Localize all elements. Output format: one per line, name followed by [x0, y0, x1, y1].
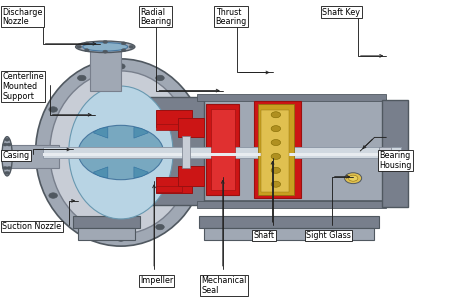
Wedge shape — [78, 147, 95, 158]
Ellipse shape — [82, 43, 128, 51]
Bar — [197, 100, 386, 201]
Circle shape — [155, 224, 164, 230]
Ellipse shape — [36, 59, 206, 246]
Circle shape — [5, 172, 9, 175]
Text: Impeller: Impeller — [140, 276, 173, 285]
Circle shape — [271, 126, 281, 132]
Circle shape — [271, 140, 281, 146]
Circle shape — [78, 125, 164, 180]
Circle shape — [84, 42, 89, 45]
Bar — [147, 97, 204, 205]
Bar — [73, 216, 140, 228]
Ellipse shape — [50, 71, 192, 234]
Bar — [43, 147, 401, 158]
Bar — [206, 104, 239, 195]
Circle shape — [5, 138, 9, 141]
Text: Thrust
Bearing: Thrust Bearing — [216, 8, 247, 26]
Text: Suction Nozzle: Suction Nozzle — [2, 222, 62, 231]
Circle shape — [271, 181, 281, 187]
Circle shape — [49, 107, 57, 112]
Wedge shape — [134, 127, 148, 138]
Wedge shape — [147, 147, 164, 158]
Circle shape — [103, 40, 108, 43]
Circle shape — [121, 42, 126, 45]
Circle shape — [184, 193, 193, 198]
Circle shape — [38, 150, 47, 155]
Circle shape — [195, 150, 203, 155]
Bar — [43, 153, 401, 156]
Bar — [197, 201, 386, 208]
Ellipse shape — [75, 41, 135, 53]
Circle shape — [2, 155, 7, 158]
Circle shape — [7, 166, 11, 169]
Circle shape — [77, 224, 86, 230]
Bar — [178, 118, 204, 137]
Bar — [258, 104, 294, 195]
Bar — [211, 109, 235, 190]
Circle shape — [117, 64, 125, 69]
Bar — [379, 147, 391, 152]
Text: Discharge
Nozzle: Discharge Nozzle — [2, 8, 43, 26]
Circle shape — [184, 107, 193, 112]
Circle shape — [84, 49, 89, 52]
Text: Sight Glass: Sight Glass — [306, 231, 351, 240]
Bar — [90, 51, 121, 91]
Ellipse shape — [2, 137, 12, 176]
Bar — [382, 100, 408, 207]
Bar — [261, 110, 289, 192]
Circle shape — [117, 236, 125, 241]
Wedge shape — [93, 127, 108, 138]
Bar — [156, 110, 192, 127]
Text: Radial
Bearing: Radial Bearing — [140, 8, 171, 26]
Circle shape — [7, 143, 11, 146]
Circle shape — [129, 45, 134, 48]
Circle shape — [345, 173, 362, 184]
Circle shape — [103, 50, 108, 53]
Bar — [182, 136, 190, 168]
Text: Casing: Casing — [2, 151, 29, 160]
Text: Bearing
Housing: Bearing Housing — [379, 151, 411, 170]
Wedge shape — [134, 167, 148, 178]
Circle shape — [8, 155, 12, 158]
Circle shape — [271, 167, 281, 173]
Text: Centerline
Mounted
Support: Centerline Mounted Support — [2, 72, 44, 101]
Bar — [178, 166, 204, 186]
Ellipse shape — [69, 86, 173, 219]
Text: Shaft: Shaft — [254, 231, 274, 240]
Bar — [156, 177, 192, 193]
Circle shape — [78, 75, 86, 81]
Text: Shaft Key: Shaft Key — [322, 8, 360, 17]
Circle shape — [3, 143, 8, 146]
Circle shape — [121, 49, 126, 52]
Circle shape — [155, 75, 164, 81]
Bar — [199, 216, 379, 228]
Bar — [78, 228, 135, 240]
Circle shape — [49, 193, 57, 198]
Bar — [156, 124, 182, 130]
Circle shape — [271, 153, 281, 159]
Bar — [156, 186, 182, 192]
Bar — [7, 145, 59, 168]
Bar — [254, 101, 301, 198]
Circle shape — [77, 45, 82, 48]
Wedge shape — [93, 167, 108, 178]
Circle shape — [3, 166, 8, 169]
Text: Mechanical
Seal: Mechanical Seal — [201, 276, 247, 295]
Bar — [204, 228, 374, 240]
Circle shape — [271, 112, 281, 118]
Circle shape — [348, 175, 358, 181]
Bar — [197, 94, 386, 101]
